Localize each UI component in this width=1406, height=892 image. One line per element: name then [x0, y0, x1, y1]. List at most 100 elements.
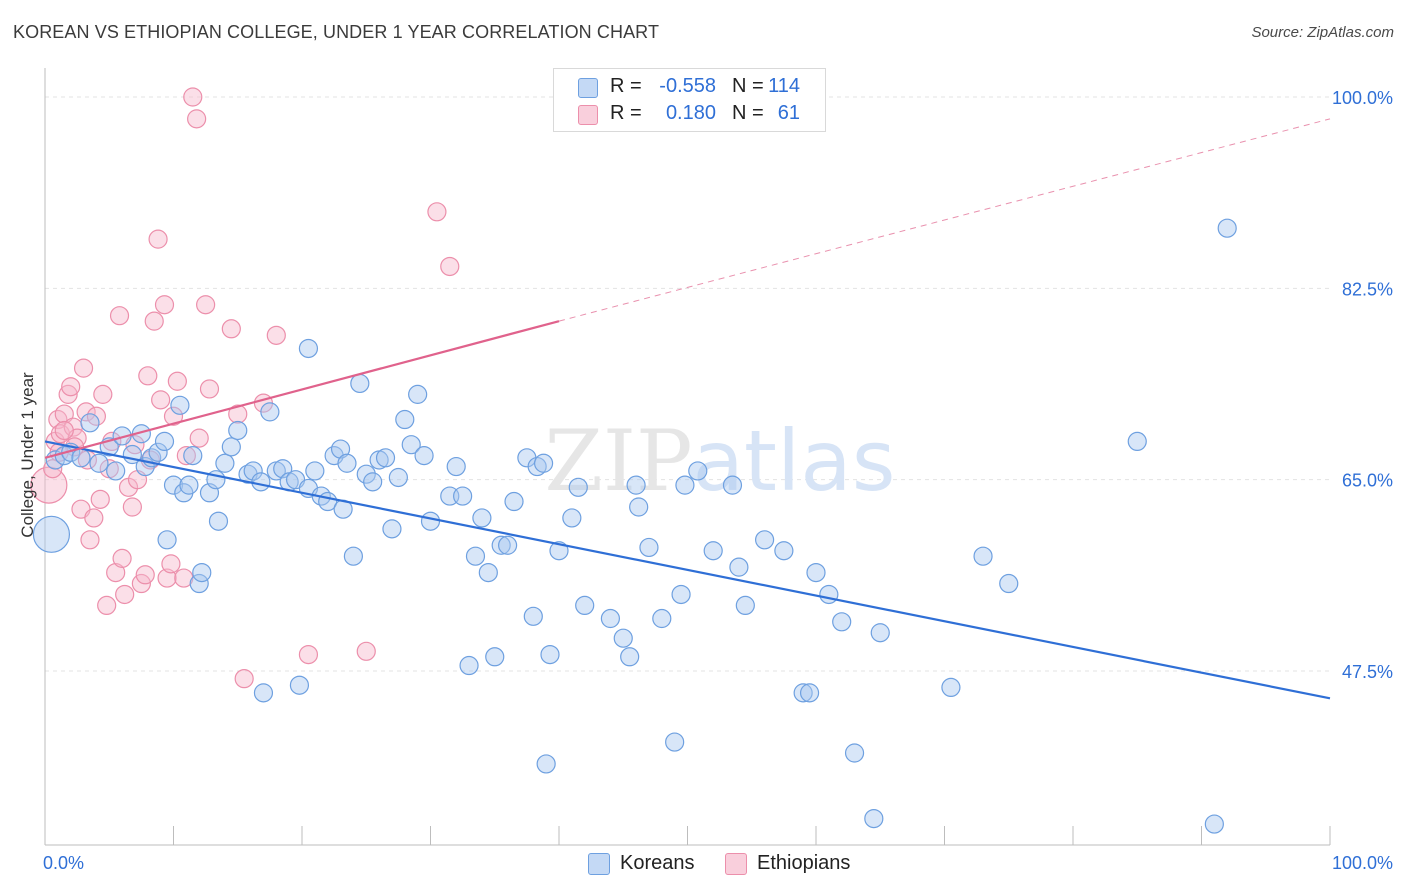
korean-point: [819, 584, 839, 605]
korean-point: [540, 644, 560, 665]
korean-point: [973, 546, 993, 566]
korean-point: [491, 535, 511, 555]
korean-point: [465, 546, 486, 566]
korean-points: [32, 218, 1237, 834]
ethiopian-swatch: [578, 105, 598, 125]
korean-point: [754, 530, 775, 550]
korean-point: [221, 437, 241, 457]
korean-point: [774, 541, 794, 561]
y-tick-label: 65.0%: [1342, 471, 1393, 491]
korean-point: [799, 683, 820, 703]
legend-r-label: R =: [610, 75, 642, 97]
ethiopian-points: [30, 87, 460, 689]
ethiopian-point: [167, 371, 187, 391]
korean-legend-swatch: [588, 853, 610, 875]
ethiopian-point: [115, 584, 135, 605]
korean-point: [414, 446, 434, 466]
korean-point: [639, 537, 659, 558]
legend-row-ethiopians: R = 0.180 N = 61: [554, 102, 825, 128]
ethiopian-trend-extension: [558, 118, 1331, 322]
korean-point: [472, 508, 492, 528]
ethiopian-point: [148, 229, 168, 249]
korean-point: [1217, 218, 1237, 238]
korean-point: [722, 475, 743, 495]
trend-lines: [44, 118, 1331, 700]
correlation-legend: R = -0.558 N = 114 R = 0.180 N = 61: [553, 68, 826, 132]
ethiopian-point: [266, 325, 286, 345]
korean-point: [408, 384, 428, 404]
korean-point: [793, 683, 813, 703]
korean-point: [832, 612, 852, 632]
ethiopian-point: [221, 319, 241, 339]
ethiopian-point: [112, 548, 132, 568]
legend-n-label: N =: [732, 102, 764, 124]
ethiopian-point: [196, 295, 216, 315]
korean-point: [148, 442, 168, 462]
korean-point: [251, 472, 271, 492]
ethiopian-point: [97, 595, 117, 616]
korean-point: [80, 413, 100, 433]
ethiopian-point: [151, 390, 171, 410]
ethiopian-point: [161, 554, 181, 574]
korean-point: [298, 338, 319, 359]
korean-point: [620, 647, 640, 667]
korean-point: [305, 461, 325, 481]
korean-point: [864, 808, 884, 829]
korean-point: [32, 515, 71, 553]
korean-point: [228, 420, 248, 441]
ethiopian-point: [61, 377, 81, 397]
korean-point: [485, 647, 505, 667]
korean-point: [289, 675, 310, 695]
ethiopian-point: [440, 256, 460, 277]
korean-point: [870, 623, 890, 643]
korean-trend-line: [44, 440, 1331, 700]
korean-point: [154, 431, 175, 451]
korean-point: [629, 497, 649, 517]
korean-point: [208, 511, 229, 531]
korean-point: [453, 486, 473, 506]
ethiopian-point: [163, 406, 184, 426]
korean-point: [523, 606, 543, 626]
korean-point: [562, 508, 582, 528]
ethiopian-point: [93, 384, 113, 404]
grid-lines: [45, 96, 1330, 672]
korean-point: [337, 453, 357, 473]
tick-labels: 47.5% 65.0% 82.5% 100.0% 0.0% 100.0% College, …: [18, 88, 1393, 873]
ethiopian-legend-swatch: [725, 853, 747, 875]
y-tick-label: 47.5%: [1342, 662, 1393, 682]
korean-point: [568, 477, 588, 497]
ethiopian-point: [138, 366, 158, 386]
watermark: ZIPatlas: [544, 412, 895, 510]
korean-point: [1204, 814, 1224, 834]
korean-point: [735, 595, 755, 616]
korean-point: [253, 683, 274, 703]
korean-swatch: [578, 78, 598, 98]
ethiopian-point: [54, 404, 74, 424]
ethiopian-point: [80, 530, 100, 550]
korean-point: [536, 754, 556, 774]
korean-point: [652, 608, 672, 629]
legend-n-value: 114: [768, 75, 800, 97]
korean-point: [375, 448, 396, 468]
korean-point: [575, 595, 595, 616]
korean-point: [71, 448, 91, 468]
legend-label: Koreans: [620, 852, 695, 874]
korean-point: [382, 519, 402, 539]
korean-point: [478, 562, 498, 583]
korean-point: [260, 402, 280, 422]
korean-point: [446, 456, 466, 477]
korean-point: [600, 608, 621, 629]
legend-r-value: 0.180: [665, 102, 716, 124]
korean-point: [170, 395, 190, 415]
korean-point: [1127, 431, 1147, 451]
ethiopian-point: [234, 669, 254, 689]
korean-point: [183, 446, 203, 466]
source-label: Source: ZipAtlas.com: [1251, 24, 1394, 41]
y-tick-label: 100.0%: [1332, 88, 1393, 108]
korean-point: [157, 530, 177, 550]
korean-point: [675, 475, 695, 495]
korean-point: [806, 562, 826, 583]
korean-point: [504, 491, 524, 512]
korean-point: [549, 541, 569, 561]
legend-label: Ethiopians: [757, 852, 851, 874]
